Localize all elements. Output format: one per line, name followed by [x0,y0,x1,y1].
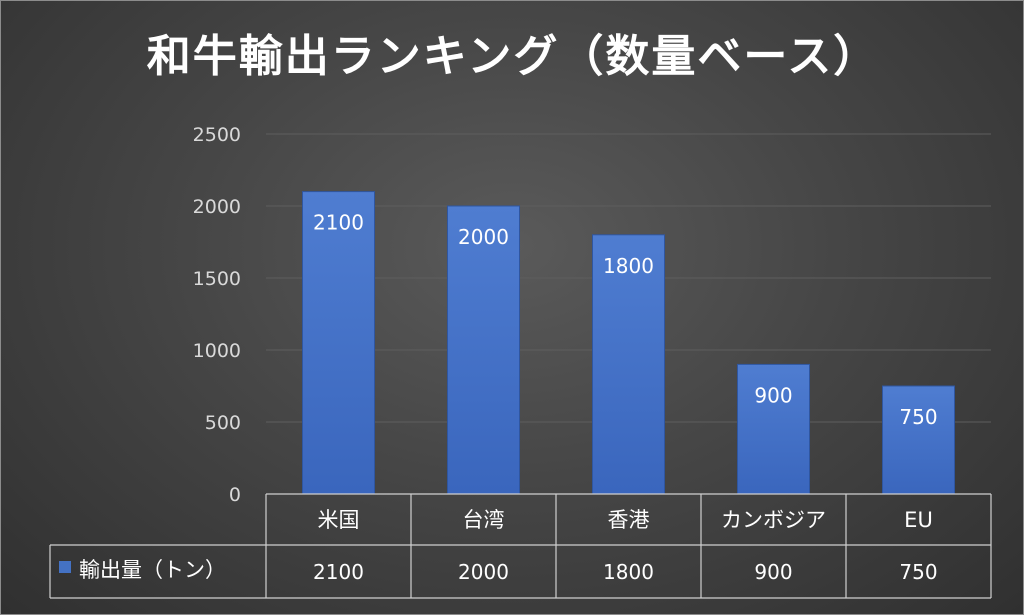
category-label: 香港 [608,508,650,532]
series-name: 輸出量（トン） [79,558,226,582]
table-value: 900 [754,560,792,584]
y-tick-label: 0 [229,484,241,506]
y-tick-label: 2500 [193,124,241,146]
bar [302,191,375,495]
data-table: 米国 台湾 香港 カンボジア EU 輸出量（トン） 2100 2000 1800 900 750 [49,493,992,599]
table-value: 2000 [458,560,509,584]
data-label: 750 [899,405,937,429]
table-value: 2100 [313,560,364,584]
category-label: 台湾 [463,508,505,532]
y-tick-label: 1500 [193,268,241,290]
y-axis-ticks: 0 500 1000 1500 2000 2500 [193,124,241,506]
y-tick-label: 500 [205,412,241,434]
bar [447,205,520,495]
data-label: 1800 [603,254,654,278]
chart-title: 和牛輸出ランキング（数量ベース） [146,31,880,82]
data-label: 2100 [313,211,364,235]
table-value: 1800 [603,560,654,584]
data-label: 900 [754,383,792,407]
bar [882,385,955,495]
y-tick-label: 1000 [193,340,241,362]
table-value: 750 [899,560,937,584]
category-label: 米国 [318,508,360,532]
bar [737,363,810,495]
category-label: カンボジア [721,508,826,532]
bars: 2100 2000 1800 900 750 [302,191,955,495]
bar [592,234,665,495]
y-tick-label: 2000 [193,196,241,218]
legend-key [59,561,71,573]
category-label: EU [904,508,933,532]
data-label: 2000 [458,225,509,249]
